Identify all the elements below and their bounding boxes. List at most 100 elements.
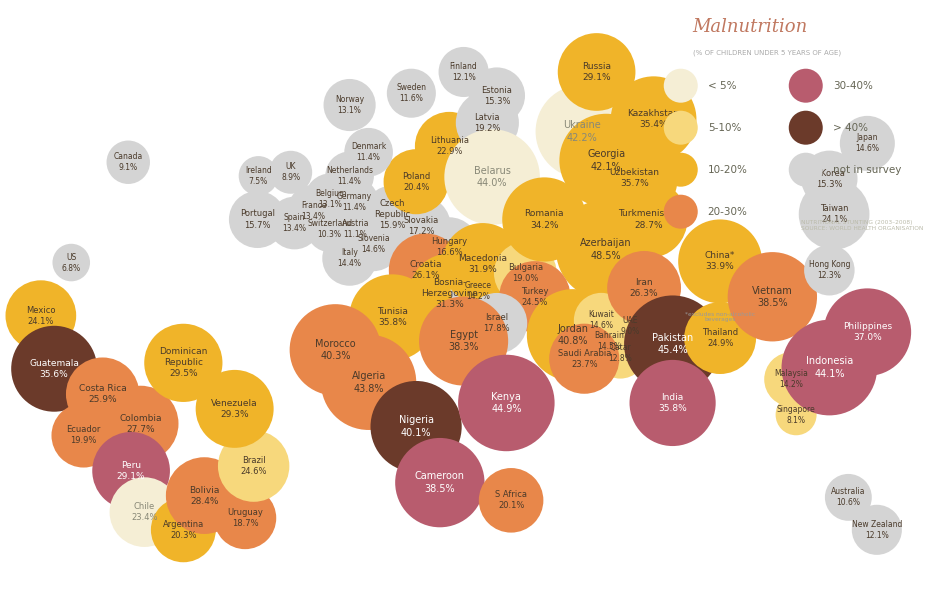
Text: Cameroon
38.5%: Cameroon 38.5% bbox=[415, 471, 465, 494]
Circle shape bbox=[321, 335, 416, 430]
Circle shape bbox=[611, 76, 696, 162]
Circle shape bbox=[196, 370, 274, 448]
Text: Estonia
15.3%: Estonia 15.3% bbox=[482, 86, 512, 106]
Circle shape bbox=[344, 128, 393, 176]
Circle shape bbox=[52, 244, 90, 281]
Text: Philippines
37.0%: Philippines 37.0% bbox=[843, 322, 892, 342]
Circle shape bbox=[214, 487, 276, 549]
Text: Greece
14.2%: Greece 14.2% bbox=[465, 281, 491, 301]
Text: Latvia
19.2%: Latvia 19.2% bbox=[474, 113, 501, 133]
Circle shape bbox=[595, 327, 646, 379]
Circle shape bbox=[370, 381, 462, 472]
Text: Peru
29.1%: Peru 29.1% bbox=[117, 461, 145, 481]
Text: (% OF CHILDREN UNDER 5 YEARS OF AGE): (% OF CHILDREN UNDER 5 YEARS OF AGE) bbox=[693, 50, 841, 56]
Text: Turkey
24.5%: Turkey 24.5% bbox=[522, 287, 548, 307]
Circle shape bbox=[11, 326, 97, 412]
Text: Poland
20.4%: Poland 20.4% bbox=[402, 172, 430, 192]
Circle shape bbox=[468, 67, 525, 124]
Text: Colombia
27.7%: Colombia 27.7% bbox=[120, 414, 162, 434]
Text: Mexico
24.1%: Mexico 24.1% bbox=[26, 306, 56, 326]
Text: Bolivia
28.4%: Bolivia 28.4% bbox=[189, 486, 219, 506]
Text: S Africa
20.1%: S Africa 20.1% bbox=[495, 490, 527, 510]
Circle shape bbox=[456, 91, 519, 154]
Circle shape bbox=[824, 289, 911, 376]
Text: Lithuania
22.9%: Lithuania 22.9% bbox=[429, 136, 469, 156]
Text: Qatar
12.8%: Qatar 12.8% bbox=[608, 343, 633, 363]
Text: UAE
9.0%: UAE 9.0% bbox=[620, 316, 639, 336]
Circle shape bbox=[330, 178, 379, 227]
Text: Australia
10.6%: Australia 10.6% bbox=[831, 487, 865, 507]
Text: New Zealand
12.1%: New Zealand 12.1% bbox=[851, 520, 902, 540]
Circle shape bbox=[305, 173, 356, 225]
Text: Brazil
24.6%: Brazil 24.6% bbox=[240, 456, 267, 476]
Text: Bulgaria
19.0%: Bulgaria 19.0% bbox=[508, 263, 542, 283]
Circle shape bbox=[445, 129, 540, 225]
Circle shape bbox=[325, 152, 374, 200]
Circle shape bbox=[466, 293, 527, 353]
Text: Uruguay
18.7%: Uruguay 18.7% bbox=[227, 508, 263, 528]
Circle shape bbox=[395, 438, 484, 527]
Circle shape bbox=[536, 85, 629, 178]
Text: France
13.4%: France 13.4% bbox=[301, 201, 326, 221]
Text: UK
8.9%: UK 8.9% bbox=[281, 162, 300, 182]
Circle shape bbox=[664, 153, 697, 186]
Circle shape bbox=[825, 474, 872, 521]
Text: Indonesia
44.1%: Indonesia 44.1% bbox=[806, 356, 853, 379]
Text: Algeria
43.8%: Algeria 43.8% bbox=[352, 371, 386, 394]
Text: Thailand
24.9%: Thailand 24.9% bbox=[702, 328, 738, 348]
Text: 30-40%: 30-40% bbox=[833, 81, 873, 91]
Circle shape bbox=[499, 261, 571, 332]
Text: Nigeria
40.1%: Nigeria 40.1% bbox=[399, 415, 433, 438]
Circle shape bbox=[415, 112, 484, 181]
Text: Slovakia
17.2%: Slovakia 17.2% bbox=[403, 216, 439, 236]
Circle shape bbox=[442, 223, 523, 304]
Circle shape bbox=[389, 234, 463, 307]
Circle shape bbox=[624, 296, 721, 392]
Text: Bosnia-
Herzegovina
31.3%: Bosnia- Herzegovina 31.3% bbox=[421, 278, 478, 309]
Circle shape bbox=[664, 111, 697, 145]
Text: Kenya
44.9%: Kenya 44.9% bbox=[491, 392, 522, 414]
Circle shape bbox=[218, 430, 290, 502]
Text: US
6.8%: US 6.8% bbox=[62, 253, 81, 273]
Text: Egypt
38.3%: Egypt 38.3% bbox=[448, 330, 479, 352]
Circle shape bbox=[799, 179, 869, 250]
Text: > 40%: > 40% bbox=[833, 123, 867, 133]
Text: *excludes non-alcoholic
beverages: *excludes non-alcoholic beverages bbox=[685, 312, 755, 322]
Text: Morocco
40.3%: Morocco 40.3% bbox=[315, 339, 355, 361]
Circle shape bbox=[840, 116, 895, 171]
Circle shape bbox=[775, 394, 817, 435]
Text: Belgium
13.1%: Belgium 13.1% bbox=[314, 189, 347, 209]
Text: Bahrain
14.5%: Bahrain 14.5% bbox=[594, 331, 624, 351]
Circle shape bbox=[630, 360, 715, 446]
Circle shape bbox=[607, 251, 681, 325]
Circle shape bbox=[387, 68, 436, 118]
Text: Singapore
8.1%: Singapore 8.1% bbox=[777, 405, 815, 425]
Text: Iran
26.3%: Iran 26.3% bbox=[630, 278, 658, 298]
Text: Uzbekistan
35.7%: Uzbekistan 35.7% bbox=[610, 168, 659, 188]
Circle shape bbox=[6, 280, 76, 351]
Text: Jordan
40.8%: Jordan 40.8% bbox=[558, 324, 588, 346]
Circle shape bbox=[151, 497, 216, 562]
Circle shape bbox=[664, 68, 697, 103]
Circle shape bbox=[229, 191, 286, 248]
Circle shape bbox=[450, 264, 505, 318]
Circle shape bbox=[684, 302, 756, 374]
Text: 20-30%: 20-30% bbox=[708, 206, 748, 217]
Text: < 5%: < 5% bbox=[708, 81, 736, 91]
Circle shape bbox=[574, 293, 629, 348]
Text: Malaysia
14.2%: Malaysia 14.2% bbox=[774, 369, 808, 389]
Circle shape bbox=[391, 196, 450, 256]
Circle shape bbox=[346, 216, 401, 271]
Text: China*
33.9%: China* 33.9% bbox=[705, 251, 735, 271]
Circle shape bbox=[364, 185, 421, 243]
Circle shape bbox=[788, 153, 823, 186]
Text: Sweden
11.6%: Sweden 11.6% bbox=[396, 83, 427, 103]
Circle shape bbox=[420, 217, 479, 276]
Text: Spain
13.4%: Spain 13.4% bbox=[282, 213, 307, 233]
Text: Russia
29.1%: Russia 29.1% bbox=[582, 62, 611, 82]
Circle shape bbox=[558, 33, 636, 111]
Circle shape bbox=[788, 111, 823, 145]
Text: Dominican
Republic
29.5%: Dominican Republic 29.5% bbox=[160, 348, 207, 378]
Text: Tunisia
35.8%: Tunisia 35.8% bbox=[377, 307, 408, 327]
Circle shape bbox=[678, 219, 762, 303]
